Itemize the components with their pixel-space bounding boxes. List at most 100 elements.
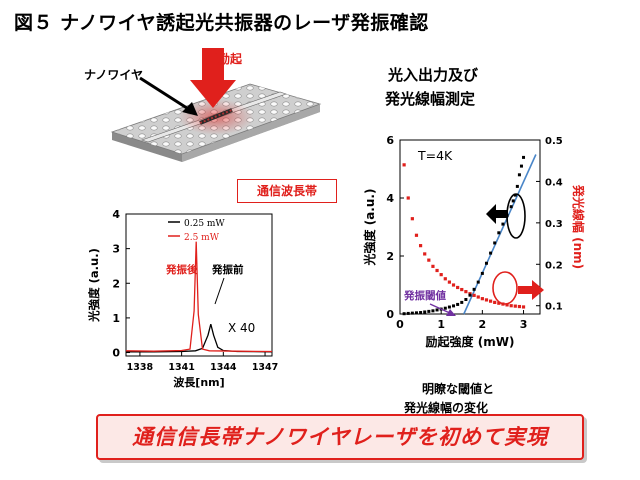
spectrum-y-axis-label: 光強度 (a.u.): [87, 248, 101, 323]
intensity-point: [509, 205, 513, 209]
linewidth-point: [431, 264, 435, 268]
temperature-label: T=4K: [417, 148, 453, 163]
spectrum-chart: 1338 1341 1344 1347 0 1 2 3 4 波長[nm] 光強度 (a.u.) 0.…: [87, 208, 278, 389]
power-plot-frame: [399, 139, 541, 315]
intensity-point: [402, 312, 406, 316]
note-line1: 明瞭な閾値と: [422, 382, 495, 396]
nanowire-pointer-arrow: [139, 76, 191, 112]
intensity-point: [480, 271, 484, 275]
intensity-point: [497, 231, 501, 235]
x-tick-label: 1: [437, 318, 445, 331]
intensity-point: [513, 193, 517, 197]
intensity-point: [456, 302, 460, 306]
y-right-tick-label: 0.4: [545, 177, 563, 188]
note-line2: 発光線幅の変化: [404, 401, 489, 415]
y-tick-label: 3: [112, 243, 120, 256]
intensity-point: [489, 251, 493, 255]
linewidth-point: [505, 303, 509, 307]
linewidth-point: [472, 293, 476, 297]
linewidth-point: [456, 285, 460, 290]
threshold-label: 発振閾値: [403, 289, 446, 302]
x-tick-label: 0: [396, 318, 404, 331]
linewidth-point: [447, 280, 452, 284]
linewidth-point: [517, 304, 522, 309]
linewidth-point: [480, 297, 484, 301]
annotation-before-lasing: 発振前: [211, 263, 244, 276]
legend-label-025: 0.25 mW: [184, 219, 225, 229]
intensity-ellipse: [506, 193, 526, 239]
intensity-point: [435, 308, 439, 312]
linewidth-point: [488, 299, 493, 303]
annotation-after-lasing: 発振後: [165, 263, 198, 276]
subtitle-line1: 光入出力及び: [388, 66, 479, 84]
x-tick-label: 1347: [252, 362, 278, 373]
linewidth-point: [418, 244, 423, 248]
left-arrow-icon: [486, 204, 508, 224]
spectrum-legend: 0.25 mW 2.5 mW: [168, 219, 225, 243]
intensity-point: [443, 306, 447, 310]
intensity-point: [476, 280, 480, 284]
intensity-point: [484, 261, 488, 265]
y-right-tick-label: 0.3: [545, 219, 563, 230]
y-left-tick-label: 4: [386, 192, 394, 205]
linewidth-point: [497, 301, 501, 305]
intensity-point: [515, 184, 519, 188]
y-left-tick-label: 0: [386, 308, 394, 321]
nanowire-label: ナノワイヤ: [84, 68, 144, 82]
linewidth-point: [460, 287, 464, 292]
intensity-point: [419, 311, 423, 315]
intensity-point: [423, 310, 427, 314]
y-right-tick-label: 0.1: [545, 302, 563, 313]
intensity-point: [519, 164, 523, 168]
y-tick-label: 1: [112, 312, 120, 325]
x-tick-label: 1344: [210, 362, 237, 373]
y-tick-label: 2: [112, 277, 120, 290]
intensity-point: [468, 293, 472, 297]
y-right-tick-label: 0.2: [545, 260, 563, 271]
x-tick-label: 2: [479, 318, 487, 331]
legend-label-25: 2.5 mW: [184, 233, 220, 243]
intensity-point: [406, 311, 410, 315]
intensity-point: [427, 309, 431, 313]
spectrum-plot-frame: [125, 213, 273, 357]
linewidth-point: [410, 217, 414, 221]
right-arrow-icon: [518, 280, 544, 300]
threshold-arrow-icon: [446, 309, 456, 316]
linewidth-point: [439, 273, 443, 277]
intensity-point: [517, 173, 521, 177]
linewidth-point: [414, 233, 419, 237]
linewidth-point: [443, 277, 447, 281]
figure-title: 図５ ナノワイヤ誘起光共振器のレーザ発振確認: [14, 12, 429, 34]
spectrum-series-1: [125, 241, 273, 353]
y-left-tick-label: 6: [386, 134, 394, 147]
y-tick-label: 4: [112, 208, 120, 221]
annotation-x40: X 40: [228, 321, 255, 335]
conclusion-text: 通信信長帯ナノワイヤレーザを初めて実現: [132, 425, 548, 449]
spectrum-x-axis-label: 波長[nm]: [173, 375, 224, 389]
conclusion-banner: 通信信長帯ナノワイヤレーザを初めて実現: [96, 414, 584, 460]
excitation-label: 光励起: [206, 52, 243, 66]
linewidth-point: [509, 304, 513, 308]
x-tick-label: 3: [520, 318, 528, 331]
intensity-point: [452, 304, 456, 308]
linewidth-point: [464, 290, 468, 294]
intensity-point: [431, 309, 435, 313]
intensity-point: [460, 300, 464, 304]
linewidth-point: [451, 283, 456, 287]
excitation-arrow: [190, 48, 236, 108]
y-tick-label: 0: [112, 347, 120, 360]
before-pointer-line: [214, 277, 225, 305]
intensity-point: [511, 199, 515, 203]
power-y-right-axis-label: 発光線幅 (nm): [571, 184, 586, 269]
y-right-tick-label: 0.5: [545, 136, 563, 147]
x-tick-label: 1338: [127, 362, 154, 373]
linewidth-point: [423, 252, 427, 256]
linewidth-point: [493, 300, 497, 304]
telecom-band-label: 通信波長帯: [237, 179, 337, 203]
intensity-point: [447, 305, 451, 309]
subtitle-line2: 発光線幅測定: [385, 90, 476, 108]
intensity-point: [410, 311, 414, 315]
linewidth-point: [435, 268, 439, 273]
x-tick-label: 1341: [168, 362, 194, 373]
linewidth-point: [521, 305, 526, 309]
